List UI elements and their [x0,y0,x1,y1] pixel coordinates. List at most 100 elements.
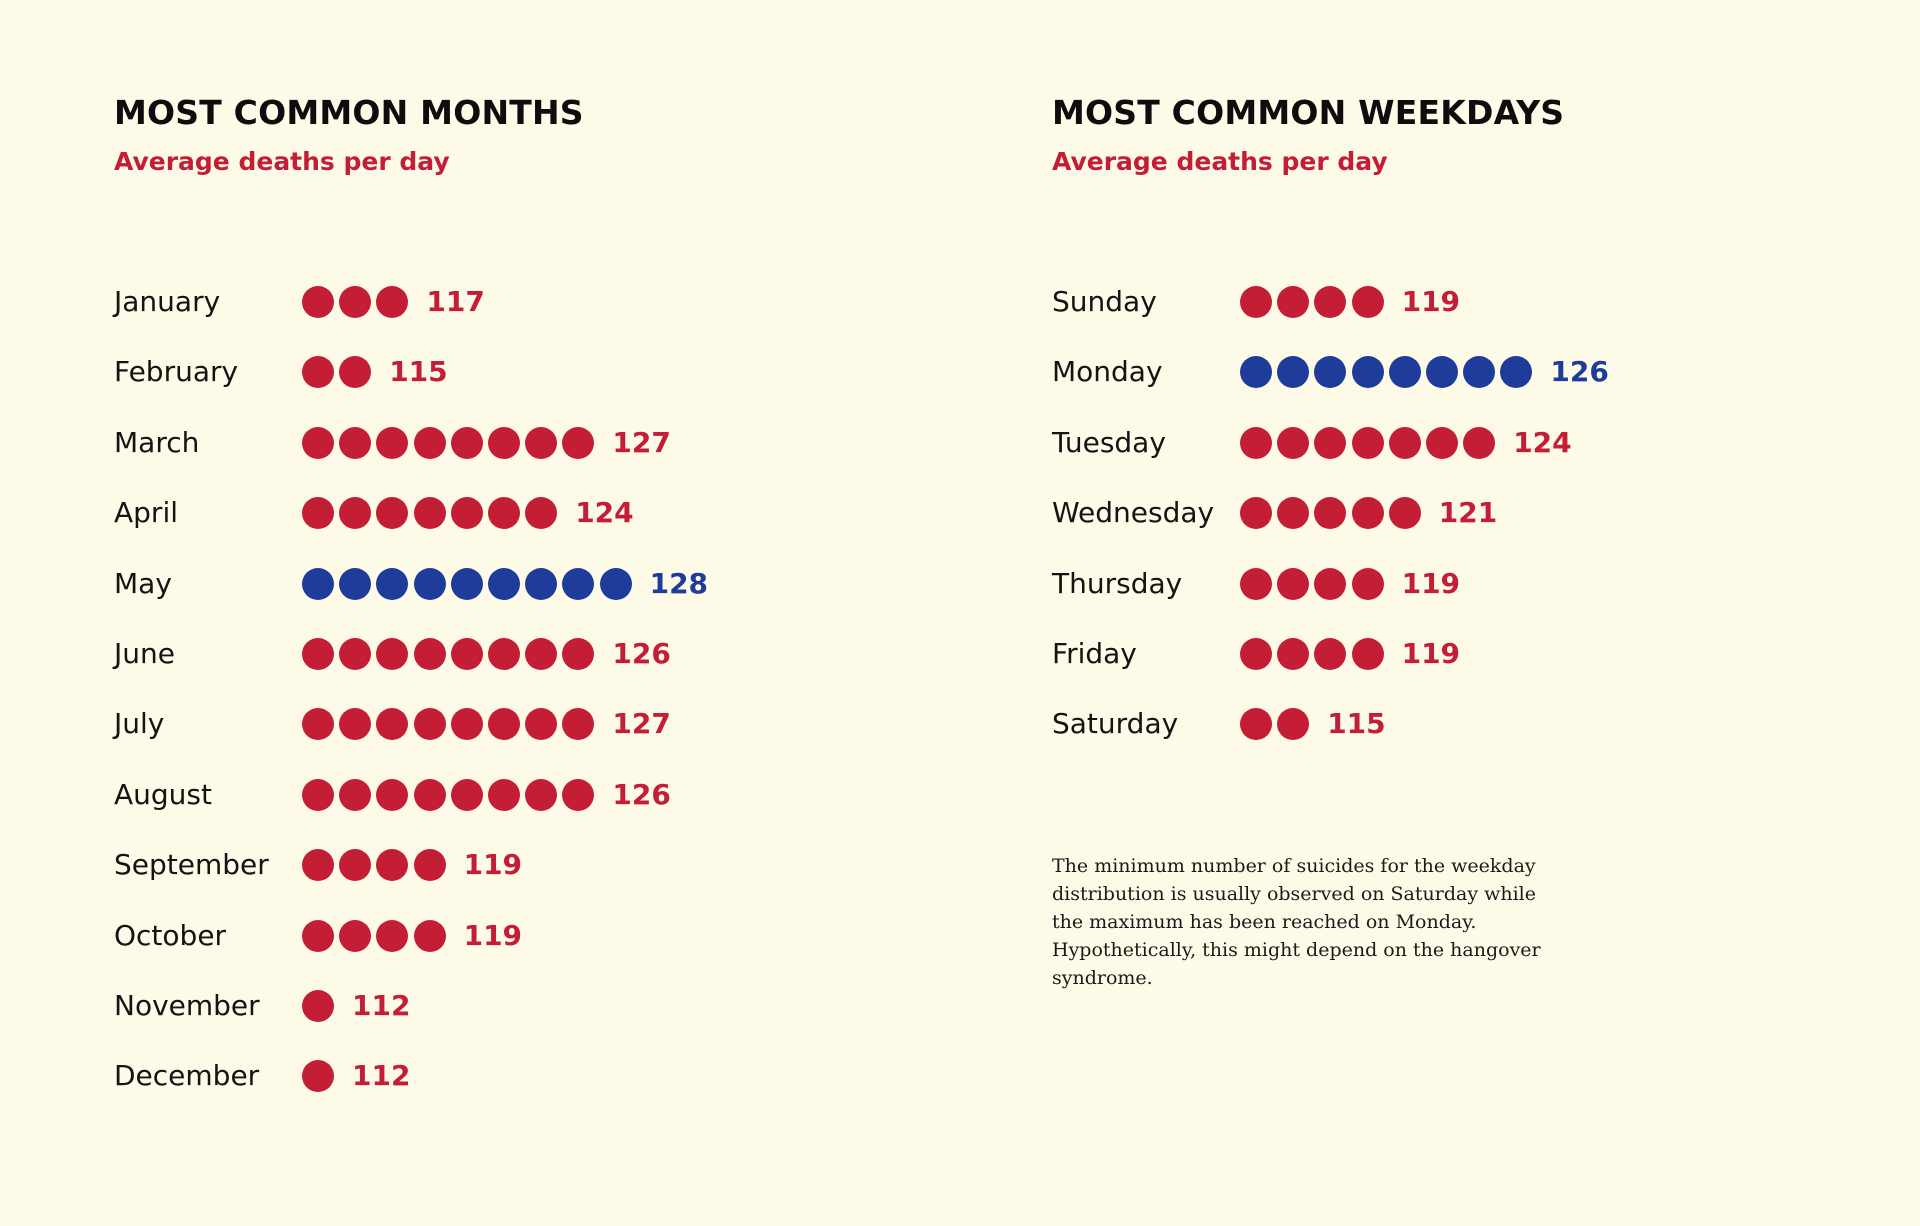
dot-mark [1314,567,1347,600]
dot-mark [1314,426,1347,459]
dot-mark [1463,426,1496,459]
dot-mark [1426,426,1458,459]
dot-mark [1277,708,1310,741]
dot-mark [339,778,372,811]
months-chart-subtitle: Average deaths per day [114,147,450,176]
chart-row: August 126 [114,775,934,845]
value-label: 124 [1513,425,1572,459]
dot-mark [1351,567,1384,600]
chart-row: September 119 [114,845,934,915]
dot-mark [1463,356,1496,389]
dot-mark [413,778,446,811]
chart-row: February 115 [114,352,934,422]
dot-mark [488,637,520,670]
dot-mark [339,286,372,318]
weekday-note: The minimum number of suicides for the w… [1052,855,1541,989]
value-label: 117 [426,285,485,318]
dot-mark [302,286,334,318]
dot-mark [413,426,446,459]
dot-mark [1240,497,1272,530]
dot-mark [1351,286,1384,318]
dot-mark [1240,567,1272,600]
dot-mark [413,497,446,530]
dot-mark [1240,356,1272,389]
dot-mark [488,778,520,811]
category-label: April [114,496,178,530]
dot-mark [1314,497,1347,530]
category-label: March [114,425,200,459]
category-label: Monday [1052,355,1163,389]
dot-mark [413,567,446,600]
value-label: 119 [1401,285,1461,318]
dot-mark [376,708,409,741]
dot-mark [302,1060,334,1093]
chart-row: Friday 119 [1052,634,1872,704]
category-label: Friday [1052,636,1137,670]
weekdays-chart: MOST COMMON WEEKDAYS Average deaths per … [1052,90,1872,775]
weekdays-chart-subtitle: Average deaths per day [1052,147,1388,176]
value-label: 119 [463,918,523,952]
dot-mark [1277,356,1310,389]
chart-row: Sunday 119 [1052,282,1872,352]
dot-mark [525,637,558,670]
dot-mark [525,567,558,600]
dot-mark [302,849,334,882]
chart-row: Monday 126 [1052,352,1872,422]
dot-mark [450,637,483,670]
dot-mark [525,497,558,530]
value-label: 126 [612,777,671,811]
dot-mark [450,708,483,741]
category-label: September [114,848,269,882]
dot-mark [376,286,409,318]
category-label: January [114,285,221,318]
value-label: 127 [612,707,671,741]
dot-mark [525,778,558,811]
dot-mark [1500,356,1533,389]
dot-mark [302,497,334,530]
dot-mark [376,567,409,600]
dot-mark [413,708,446,741]
category-label: Sunday [1052,285,1157,318]
value-label: 127 [612,425,671,459]
category-label: Saturday [1052,707,1179,741]
value-label: 121 [1438,496,1498,530]
dot-mark [339,708,372,741]
dot-mark [1351,356,1384,389]
chart-row: March 127 [114,423,934,493]
dot-mark [376,919,409,952]
dot-mark [488,567,520,600]
chart-row: Thursday 119 [1052,564,1872,634]
chart-row: Tuesday 124 [1052,423,1872,493]
dot-mark [376,778,409,811]
category-label: Wednesday [1052,496,1215,530]
dot-mark [1314,637,1347,670]
dot-mark [339,426,372,459]
value-label: 126 [612,636,671,670]
category-label: Thursday [1052,566,1183,600]
dot-mark [1351,637,1384,670]
months-chart-title: MOST COMMON MONTHS [114,93,584,132]
dot-mark [1277,426,1310,459]
dot-mark [339,637,372,670]
dot-mark [339,497,372,530]
weekdays-rows: Sunday 119 Monday 126 Tuesday 124 Wednesday 121… [1052,282,1872,775]
dot-mark [302,356,334,389]
dot-mark [450,426,483,459]
chart-row: April 124 [114,493,934,563]
dot-mark [413,919,446,952]
dot-mark [339,919,372,952]
dot-mark [1277,637,1310,670]
dot-mark [1388,356,1421,389]
dot-mark [1314,356,1347,389]
dot-mark [302,426,334,459]
category-label: Tuesday [1052,425,1166,459]
category-label: November [114,988,260,1022]
dot-mark [302,989,334,1022]
value-label: 112 [352,988,411,1022]
category-label: August [114,777,212,811]
dot-mark [488,497,520,530]
dot-mark [1388,426,1421,459]
category-label: October [114,918,227,952]
value-label: 115 [389,355,448,389]
dot-mark [1240,426,1272,459]
